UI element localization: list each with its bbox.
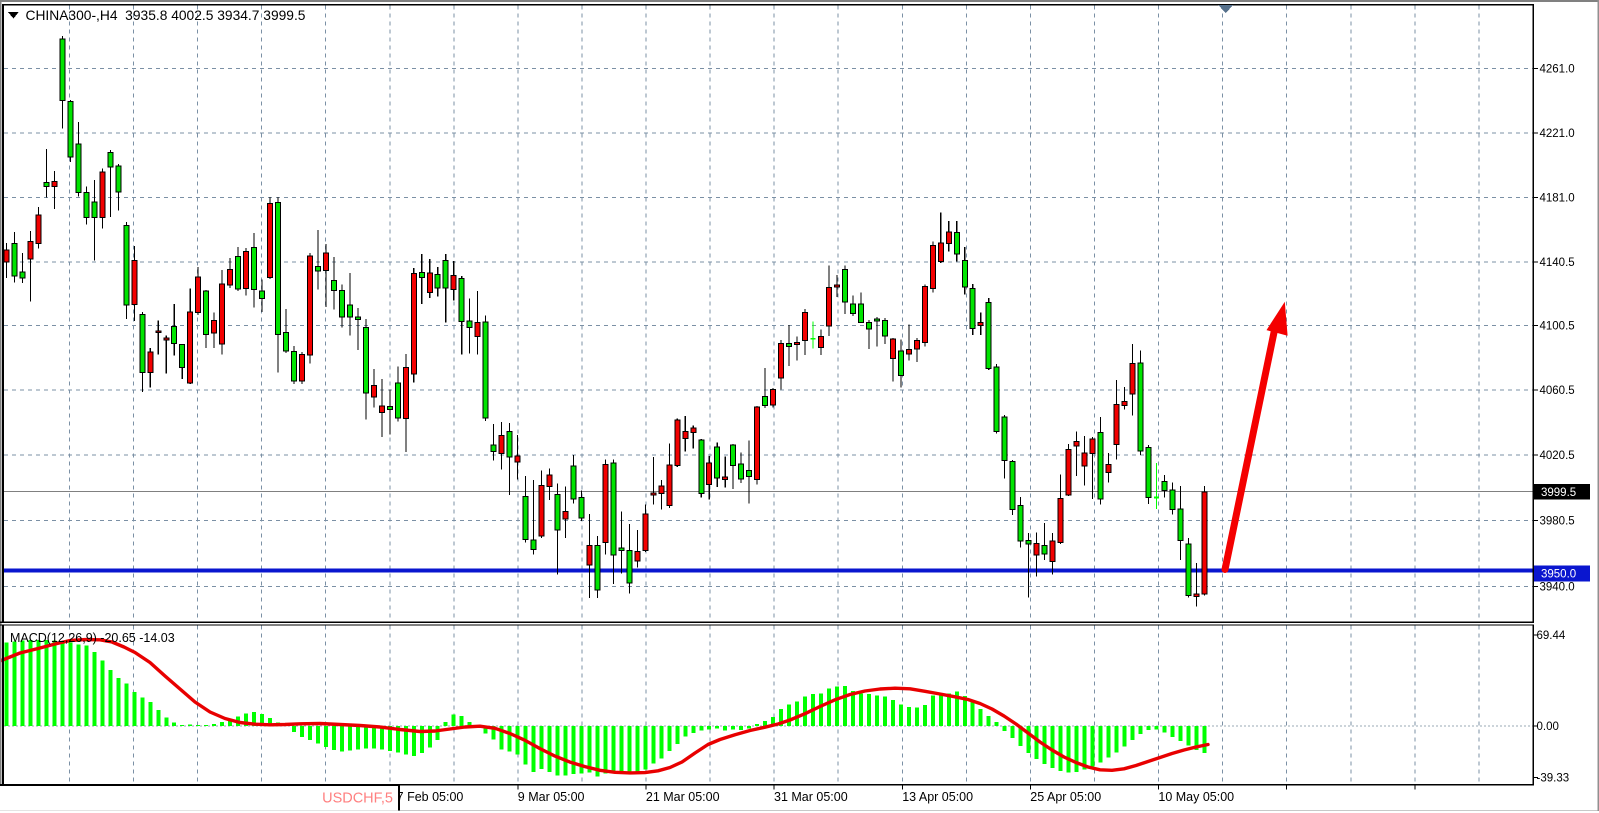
svg-text:3950.0: 3950.0: [1541, 569, 1576, 581]
svg-text:MACD(12,26,9) -20.65 -14.03: MACD(12,26,9) -20.65 -14.03: [10, 631, 175, 645]
svg-text:13 Apr 05:00: 13 Apr 05:00: [902, 790, 973, 804]
svg-text:4100.5: 4100.5: [1540, 321, 1575, 333]
svg-text:4020.5: 4020.5: [1540, 450, 1575, 462]
svg-text:4261.0: 4261.0: [1540, 64, 1575, 76]
svg-text:4140.5: 4140.5: [1540, 257, 1575, 269]
svg-text:CHINA300-,H4 3935.8 4002.5 39: CHINA300-,H4 3935.8 4002.5 3934.7 3999.5: [26, 8, 306, 23]
svg-text:10 May 05:00: 10 May 05:00: [1158, 790, 1234, 804]
svg-text:3940.0: 3940.0: [1540, 581, 1575, 593]
svg-text:4181.0: 4181.0: [1540, 193, 1575, 205]
svg-text:25 Apr 05:00: 25 Apr 05:00: [1030, 790, 1101, 804]
svg-text:9 Mar 05:00: 9 Mar 05:00: [518, 790, 585, 804]
svg-text:31 Mar 05:00: 31 Mar 05:00: [774, 790, 848, 804]
svg-text:3980.5: 3980.5: [1540, 516, 1575, 528]
svg-text:27 Feb 05:00: 27 Feb 05:00: [390, 790, 464, 804]
svg-text:3999.5: 3999.5: [1541, 487, 1576, 499]
svg-text:USDCHF,5: USDCHF,5: [322, 791, 393, 807]
svg-text:21 Mar 05:00: 21 Mar 05:00: [646, 790, 720, 804]
svg-text:4060.5: 4060.5: [1540, 385, 1575, 397]
svg-text:4221.0: 4221.0: [1540, 128, 1575, 140]
svg-text:0.00: 0.00: [1537, 721, 1559, 733]
svg-text:-39.33: -39.33: [1537, 772, 1570, 784]
svg-text:69.44: 69.44: [1537, 630, 1566, 642]
